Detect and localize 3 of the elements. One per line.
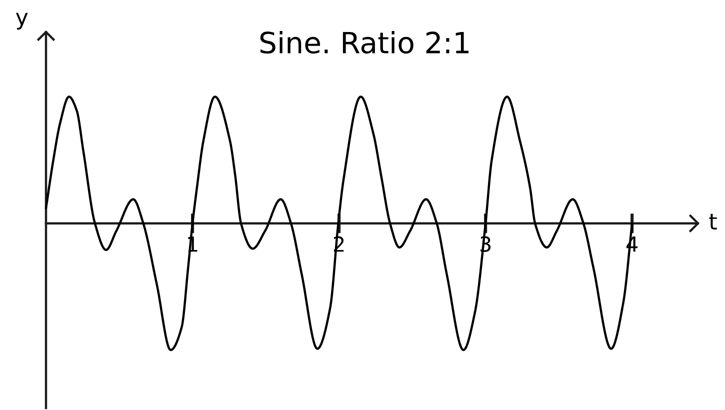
chart-title: Sine. Ratio 2:1 bbox=[260, 31, 468, 54]
x-axis-title: t bbox=[709, 214, 717, 230]
y-axis-title: y bbox=[16, 12, 28, 30]
